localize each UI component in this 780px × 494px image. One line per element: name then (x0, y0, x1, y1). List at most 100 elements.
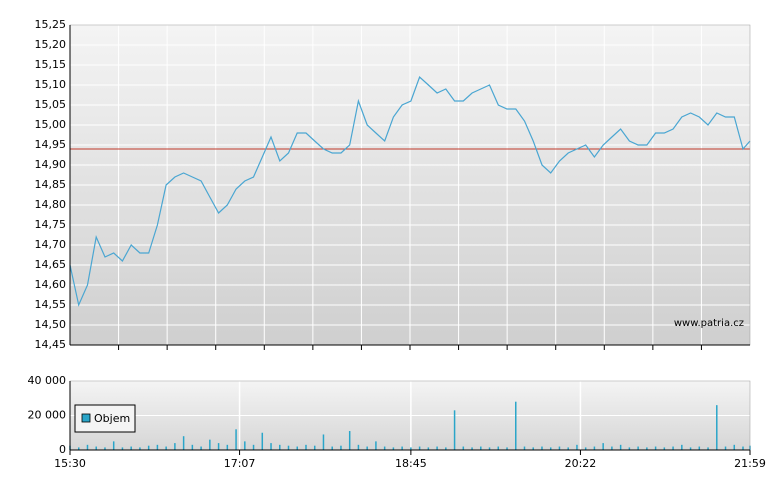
volume-bar (558, 446, 561, 450)
volume-bar (602, 443, 604, 450)
volume-bar (672, 446, 674, 450)
volume-bar (436, 446, 438, 450)
x-tick-label: 18:45 (395, 457, 427, 470)
volume-bar (252, 444, 255, 450)
volume-bar (401, 446, 403, 450)
y-tick-label: 14,80 (35, 198, 67, 211)
volume-bar (549, 447, 552, 450)
volume-bar (707, 447, 709, 450)
volume-bar (593, 446, 596, 450)
volume-bar (235, 429, 237, 450)
volume-bar (366, 446, 368, 450)
volume-bar (392, 447, 395, 450)
volume-bar (287, 445, 290, 450)
y-tick-label: 14,65 (35, 258, 67, 271)
y-tick-label: 14,85 (35, 178, 67, 191)
volume-bar (523, 446, 526, 450)
x-tick-label: 15:30 (54, 457, 86, 470)
volume-bar (541, 446, 543, 450)
y-tick-label: 40 000 (28, 374, 67, 387)
volume-bar (191, 444, 194, 450)
volume-bar (654, 446, 657, 450)
volume-bar (182, 436, 185, 450)
volume-bar (340, 445, 342, 450)
volume-bar (733, 444, 736, 450)
volume-bar (584, 447, 587, 450)
volume-bar (628, 447, 631, 450)
volume-bar (261, 432, 264, 450)
volume-bar (296, 446, 298, 450)
volume-bar (462, 446, 465, 450)
y-tick-label: 15,15 (35, 58, 67, 71)
volume-bar (716, 405, 718, 450)
volume-bar (506, 447, 508, 450)
legend-swatch (81, 413, 91, 423)
volume-bar (147, 445, 150, 450)
volume-bar (331, 446, 333, 450)
x-tick-label: 17:07 (224, 457, 256, 470)
volume-bar (95, 446, 97, 450)
y-tick-label: 15,00 (35, 118, 67, 131)
volume-bar (497, 446, 500, 450)
volume-bar (121, 447, 124, 450)
y-tick-label: 14,95 (35, 138, 67, 151)
volume-bar (532, 447, 534, 450)
volume-bar (637, 446, 639, 450)
price-line (69, 75, 751, 307)
volume-bar (305, 444, 307, 450)
y-tick-label: 14,45 (35, 338, 67, 351)
volume-bar (488, 447, 491, 450)
volume-bar (471, 447, 473, 450)
volume-bar (724, 446, 727, 450)
y-tick-label: 14,75 (35, 218, 67, 231)
watermark: www.patria.cz (674, 318, 744, 329)
volume-bar (576, 444, 578, 450)
y-tick-label: 15,20 (35, 38, 67, 51)
volume-bar (209, 439, 211, 450)
volume-bar (453, 410, 456, 450)
y-tick-label: 14,70 (35, 238, 67, 251)
volume-bar (698, 446, 701, 450)
volume-bar (611, 446, 613, 450)
volume-bar (244, 441, 246, 450)
volume-bar (646, 447, 648, 450)
x-tick-label: 21:59 (734, 457, 766, 470)
y-tick-label: 15,10 (35, 78, 67, 91)
volume-bar (112, 441, 115, 450)
volume-bar (86, 444, 89, 450)
y-tick-label: 0 (59, 443, 66, 456)
y-tick-label: 14,55 (35, 298, 67, 311)
volume-bar (217, 443, 220, 450)
volume-bar (689, 447, 692, 450)
y-tick-label: 14,50 (35, 318, 67, 331)
volume-bar (77, 447, 80, 450)
volume-bar (139, 447, 141, 450)
volume-bar (200, 446, 202, 450)
volume-bar (410, 447, 412, 450)
volume-bar (418, 446, 421, 450)
volume-bar (104, 447, 106, 450)
volume-bar (322, 434, 325, 450)
volume-bar (663, 447, 666, 450)
volume-bar (515, 401, 517, 450)
volume-bar (619, 444, 622, 450)
volume-bar (348, 431, 351, 450)
volume-bar (742, 446, 744, 450)
volume-bar (156, 444, 159, 450)
y-tick-label: 15,25 (35, 18, 67, 31)
volume-bar (226, 444, 229, 450)
volume-bar (567, 447, 569, 450)
volume-bar (130, 446, 132, 450)
volume-bar (445, 447, 447, 450)
volume-bar (427, 447, 430, 450)
volume-bar (681, 444, 683, 450)
x-tick-label: 20:22 (565, 457, 597, 470)
volume-bar (174, 443, 176, 450)
y-tick-label: 14,90 (35, 158, 67, 171)
legend-label: Objem (94, 412, 130, 425)
volume-bar (165, 446, 167, 450)
volume-bar (270, 443, 272, 450)
volume-bar (375, 441, 377, 450)
y-tick-label: 15,05 (35, 98, 67, 111)
